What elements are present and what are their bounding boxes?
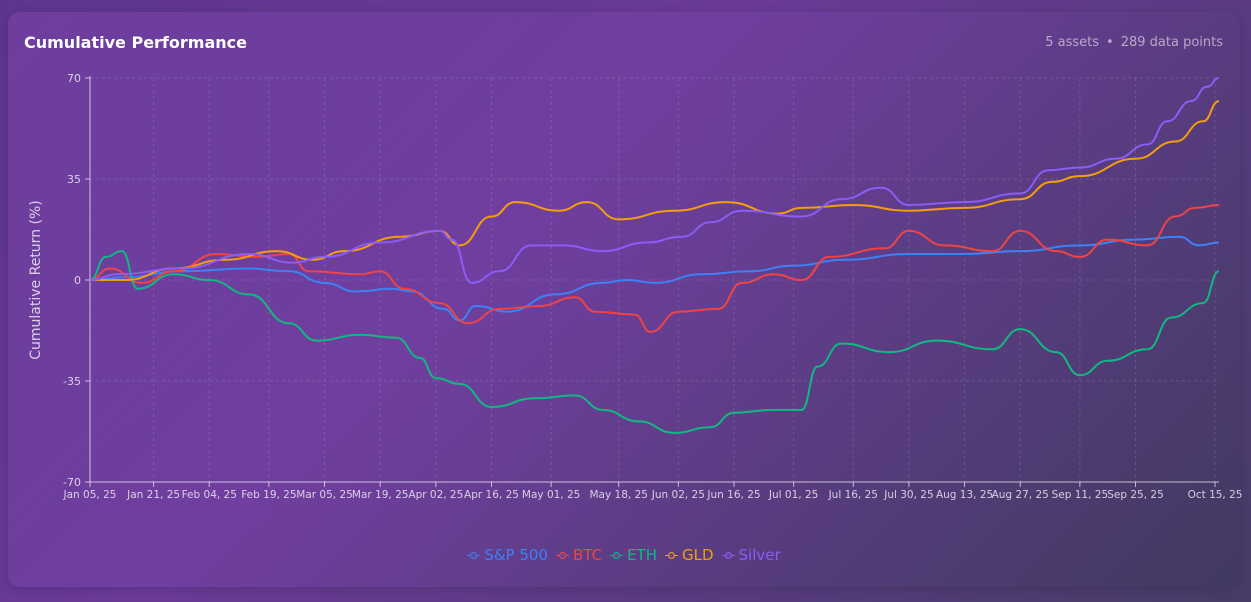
legend-label: GLD [681, 546, 714, 564]
legend-marker-icon [610, 551, 624, 559]
legend-item-1[interactable]: BTC [556, 546, 602, 564]
x-tick-label: Jul 16, 25 [828, 489, 878, 501]
x-tick-label: Aug 27, 25 [992, 489, 1049, 501]
series-line-2 [89, 250, 1220, 434]
legend-label: S&P 500 [484, 546, 548, 564]
legend-label: ETH [627, 546, 657, 564]
x-tick-label: Jun 16, 25 [706, 489, 760, 501]
series-line-4 [89, 77, 1220, 284]
legend-item-4[interactable]: Silver [721, 546, 781, 564]
series-line-3 [90, 100, 1220, 281]
y-tick-label: 0 [74, 274, 81, 287]
x-tick-label: May 01, 25 [522, 489, 580, 501]
x-tick-label: May 18, 25 [589, 489, 647, 501]
chart-legend: S&P 500 BTC ETH GLD Silver [8, 546, 1240, 564]
legend-marker-icon [664, 551, 678, 559]
x-tick-label: Feb 04, 25 [182, 489, 237, 501]
x-tick-label: Jan 21, 25 [126, 489, 180, 501]
legend-label: Silver [738, 546, 781, 564]
x-tick-label: Sep 25, 25 [1107, 489, 1164, 501]
x-tick-label: Mar 05, 25 [296, 489, 353, 501]
x-tick-label: Apr 02, 25 [408, 489, 463, 501]
x-tick-label: Oct 15, 25 [1188, 489, 1243, 501]
legend-item-3[interactable]: GLD [664, 546, 714, 564]
legend-marker-icon [721, 551, 735, 559]
x-tick-label: Aug 13, 25 [936, 489, 993, 501]
legend-marker-icon [467, 551, 481, 559]
x-tick-label: Jun 02, 25 [651, 489, 705, 501]
x-tick-label: Apr 16, 25 [464, 489, 519, 501]
x-tick-label: Jul 01, 25 [768, 489, 818, 501]
y-tick-label: -35 [63, 375, 81, 388]
x-tick-label: Jul 30, 25 [883, 489, 933, 501]
y-tick-label: -70 [63, 476, 81, 489]
x-tick-label: Sep 11, 25 [1052, 489, 1109, 501]
asset-count: 5 assets [1045, 35, 1100, 50]
legend-marker-icon [556, 551, 569, 559]
chart-title: Cumulative Performance [24, 33, 247, 52]
meta-separator: • [1106, 35, 1114, 50]
x-tick-label: Feb 19, 25 [241, 489, 296, 501]
legend-item-2[interactable]: ETH [610, 546, 657, 564]
legend-label: BTC [573, 546, 603, 564]
series-line-0 [89, 235, 1220, 322]
data-point-count: 289 data points [1120, 35, 1223, 50]
chart-meta: 5 assets • 289 data points [1045, 35, 1223, 50]
x-tick-label: Mar 19, 25 [352, 489, 409, 501]
y-tick-label: 70 [67, 72, 81, 85]
chart-card: Cumulative Performance 5 assets • 289 data… [8, 12, 1240, 587]
x-tick-label: Jan 05, 25 [63, 489, 117, 501]
y-axis-label: Cumulative Return (%) [28, 200, 44, 360]
legend-item-0[interactable]: S&P 500 [467, 546, 548, 564]
y-tick-label: 35 [67, 173, 81, 186]
